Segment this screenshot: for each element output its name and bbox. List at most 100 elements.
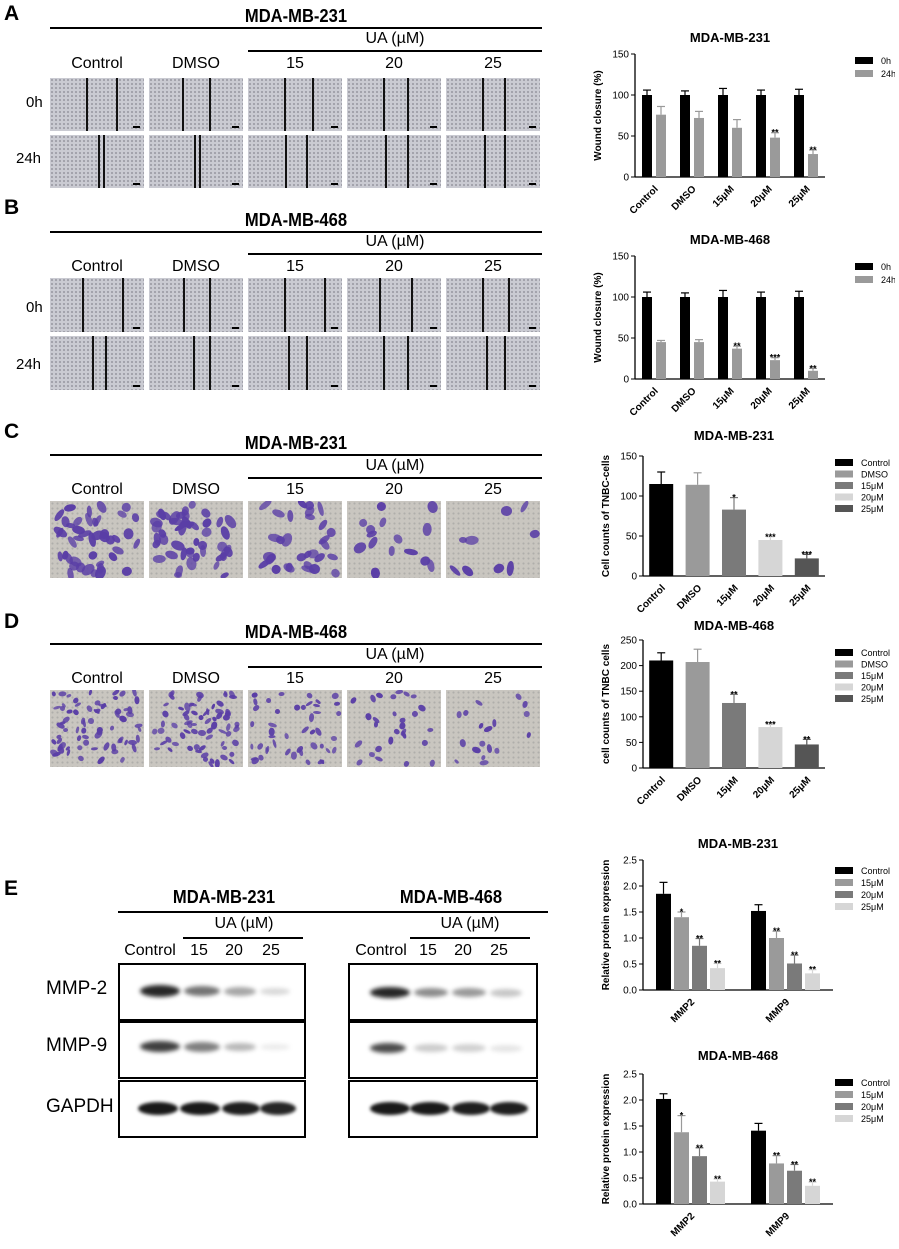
stained-cell: [491, 718, 496, 727]
bar: [769, 938, 784, 990]
stained-cell: [271, 738, 277, 749]
blot-row-label: MMP-9: [46, 1035, 108, 1056]
significance-mark: *: [680, 1111, 684, 1121]
significance-mark: **: [809, 145, 817, 155]
wound-image: [149, 135, 243, 188]
x-tick-label: MMP2: [669, 997, 698, 1026]
stained-cell: [374, 755, 384, 763]
y-tick-label: 0.0: [623, 1200, 637, 1211]
wound-image: [347, 78, 441, 131]
stained-cell: [131, 512, 141, 524]
y-tick-label: 0: [631, 764, 637, 775]
col-label: Control: [71, 670, 123, 687]
stained-cell: [313, 711, 322, 715]
significance-mark: **: [714, 958, 722, 968]
stained-cell: [335, 710, 342, 717]
stained-cell: [135, 734, 141, 744]
stained-cell: [194, 690, 205, 700]
stained-cell: [228, 757, 236, 765]
stained-cell: [231, 738, 241, 748]
wound-image: [347, 336, 441, 390]
stained-cell: [394, 690, 404, 695]
stained-cell: [479, 740, 486, 748]
y-tick-label: 0: [623, 173, 629, 184]
row-label: 0h: [26, 299, 43, 316]
panel-a-title-rule: [50, 27, 542, 29]
bar: [710, 968, 725, 990]
chart-c-cellcount-231: MDA-MB-231 Cell counts of TNBC-cells 0 50 10…: [601, 428, 890, 616]
stained-cell: [287, 509, 294, 523]
bar: [710, 1181, 725, 1204]
x-tick-label: DMSO: [670, 386, 699, 415]
stained-cell: [137, 726, 143, 733]
stained-cell: [59, 720, 67, 726]
bar: [722, 509, 746, 576]
significance-mark: **: [773, 1151, 781, 1161]
blot-ua-rule-468: [410, 937, 530, 939]
panel-d-title: MDA-MB-468: [244, 622, 348, 642]
y-tick-label: 2.5: [623, 856, 637, 867]
bar: [685, 484, 710, 576]
stained-cell: [462, 709, 470, 717]
col-label: Control: [71, 481, 123, 498]
y-axis-label: Relative protein expression: [601, 1074, 612, 1205]
stained-cell: [94, 501, 109, 515]
stained-cell: [190, 727, 199, 735]
transwell-image: [149, 501, 243, 578]
legend-label: 0h: [881, 56, 891, 66]
stained-cell: [474, 698, 484, 707]
legend-swatch: [835, 1115, 853, 1122]
bar: [694, 342, 704, 379]
y-tick-label: 150: [612, 252, 629, 263]
stained-cell: [150, 538, 162, 550]
bar: [722, 702, 746, 768]
wound-image: [50, 135, 144, 188]
x-tick-label: 15μM: [715, 583, 741, 609]
wound-image: [347, 135, 441, 188]
significance-mark: ***: [765, 532, 776, 542]
bar: [718, 297, 728, 379]
stained-cell: [518, 501, 530, 514]
blot-row-label: MMP-2: [46, 978, 108, 999]
transwell-image: [347, 690, 441, 767]
bar: [656, 1098, 671, 1204]
stained-cell: [410, 693, 417, 699]
x-tick-label: 20μM: [751, 583, 777, 609]
col-label: 25: [484, 258, 502, 275]
legend-swatch: [835, 891, 853, 898]
stained-cell: [526, 731, 532, 739]
transwell-image: [50, 690, 144, 767]
stained-cell: [331, 692, 340, 700]
stained-cell: [325, 747, 332, 754]
stained-cell: [493, 747, 500, 754]
bar: [732, 348, 742, 379]
legend-label: 20μM: [861, 890, 884, 900]
wound-image: [149, 336, 243, 390]
blot-title-468: MDA-MB-468: [399, 887, 503, 907]
stained-cell: [51, 691, 57, 698]
stained-cell: [250, 743, 254, 750]
col-label: 20: [385, 258, 403, 275]
panel-c-ua-rule: [248, 477, 542, 479]
y-tick-label: 50: [626, 738, 638, 749]
stained-cell: [388, 545, 396, 556]
blot-mmp9-231: [118, 1021, 306, 1079]
chart-a-wound-231: MDA-MB-231 Wound closure (%) 0 50 100 150 Cont…: [593, 30, 895, 215]
col-label: 15: [286, 55, 304, 72]
legend-swatch: [835, 695, 853, 702]
blot-mmp9-468: [348, 1021, 538, 1079]
stained-cell: [307, 713, 314, 723]
stained-cell: [153, 746, 161, 751]
blot-col-label: 20: [225, 942, 243, 959]
blot-title-231: MDA-MB-231: [172, 887, 276, 907]
stained-cell: [251, 692, 258, 699]
transwell-image: [347, 501, 441, 578]
col-label: 25: [484, 55, 502, 72]
stained-cell: [90, 746, 98, 751]
y-axis-label: Relative protein expression: [601, 860, 612, 991]
stained-cell: [316, 501, 326, 517]
legend-label: 20μM: [861, 493, 884, 503]
stained-cell: [281, 561, 297, 575]
significance-mark: **: [809, 1177, 817, 1187]
significance-mark: *: [680, 907, 684, 917]
